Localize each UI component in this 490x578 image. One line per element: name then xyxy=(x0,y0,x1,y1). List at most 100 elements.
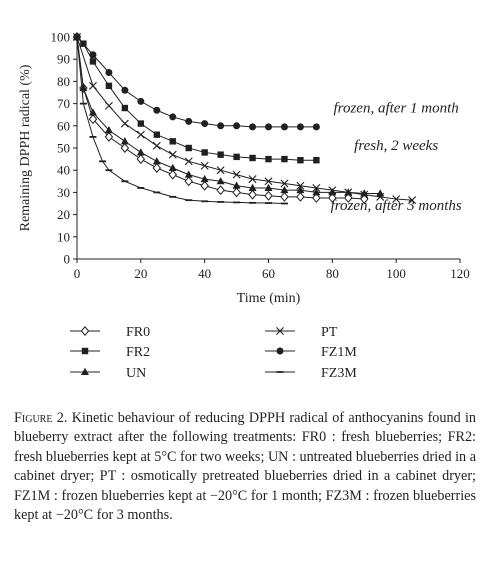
y-tick-label: 40 xyxy=(57,163,70,178)
data-point-un xyxy=(232,181,241,189)
data-point-pt xyxy=(376,192,385,201)
data-point-un xyxy=(104,126,113,134)
annotations: frozen, after 1 month fresh, 2 weeks froze… xyxy=(331,100,462,214)
data-point-fr2 xyxy=(169,138,176,145)
data-point-fz1m xyxy=(153,106,161,114)
legend-marker xyxy=(81,347,89,355)
data-point-un xyxy=(264,183,273,191)
data-point-pt xyxy=(120,119,129,128)
data-point-fr0 xyxy=(88,114,98,125)
legend: FR0 PT FR2 FZ1M UN FZ3M xyxy=(70,325,357,381)
data-point-fr2 xyxy=(105,82,113,90)
data-point-fz1m xyxy=(105,69,113,77)
legend-label: FZ3M xyxy=(321,366,357,381)
data-point-fr0 xyxy=(232,187,241,198)
data-point-un xyxy=(312,188,321,196)
legend-marker xyxy=(276,327,284,335)
y-tick-label: 70 xyxy=(57,96,70,111)
y-tick-label: 90 xyxy=(57,52,70,67)
data-point-fr0 xyxy=(136,154,146,165)
figure-label: Figure 2. xyxy=(14,410,68,426)
data-point-pt xyxy=(184,157,193,166)
data-point-fz1m xyxy=(233,122,241,130)
y-tick-label: 20 xyxy=(57,207,70,222)
data-point-fr2 xyxy=(313,157,320,164)
data-point-fz1m xyxy=(265,123,272,131)
x-tick-label: 60 xyxy=(262,266,275,281)
data-point-un xyxy=(88,108,97,116)
data-point-pt xyxy=(232,170,241,179)
data-point-fr0 xyxy=(120,143,130,153)
y-tick-label: 50 xyxy=(57,141,70,156)
x-tick-label: 20 xyxy=(134,266,147,281)
data-point-un xyxy=(280,185,289,194)
data-point-un xyxy=(296,185,305,194)
data-point-pt xyxy=(392,195,401,204)
annotation-text: fresh, 2 weeks xyxy=(354,138,438,154)
legend-item-fz3m: FZ3M xyxy=(265,366,357,381)
data-point-fr2 xyxy=(249,154,256,162)
data-point-fr0 xyxy=(328,192,337,203)
data-point-fr0 xyxy=(168,169,178,180)
y-tick-label: 0 xyxy=(64,252,71,267)
series-line-fr2 xyxy=(76,36,317,161)
series-line-pt xyxy=(76,36,413,201)
legend-label: FR2 xyxy=(126,345,150,360)
data-point-un xyxy=(136,148,145,156)
data-point-fr2 xyxy=(265,155,272,163)
annotation-text: frozen, after 1 month xyxy=(334,100,459,116)
legend-label: PT xyxy=(321,325,338,340)
data-point-fz1m xyxy=(137,97,145,105)
data-point-pt xyxy=(136,130,145,139)
data-point-pt xyxy=(264,177,273,186)
legend-label: FZ1M xyxy=(321,345,357,360)
data-point-fr0 xyxy=(296,191,305,202)
data-point-fr2 xyxy=(217,151,224,158)
x-tick-label: 120 xyxy=(450,266,470,281)
data-point-fr0 xyxy=(200,180,209,191)
data-point-un xyxy=(376,189,385,197)
y-axis-label: Remaining DPPH radical (%) xyxy=(18,64,33,231)
data-point-un xyxy=(79,83,88,92)
annotation-text: frozen, after 3 months xyxy=(331,198,462,214)
data-point-fr2 xyxy=(201,149,208,156)
legend-marker xyxy=(80,326,90,336)
data-point-fz1m xyxy=(312,123,320,131)
legend-item-fr2: FR2 xyxy=(70,345,150,360)
y-tick-label: 10 xyxy=(57,229,70,244)
legend-marker xyxy=(81,367,89,375)
data-point-fz1m xyxy=(89,51,97,59)
data-point-pt xyxy=(408,196,417,205)
data-point-pt xyxy=(344,188,353,197)
caption-text: Kinetic behaviour of reducing DPPH radic… xyxy=(14,410,477,524)
series-fz3m xyxy=(73,36,288,205)
x-tick-label: 40 xyxy=(198,266,211,281)
series-line-fz3m xyxy=(76,36,285,204)
data-point-fr0 xyxy=(312,192,321,203)
data-point-un xyxy=(120,137,129,145)
data-point-fz1m xyxy=(201,120,209,128)
data-point-pt xyxy=(104,101,113,110)
dpph-kinetics-chart: 0 10 20 30 40 50 60 70 80 90 100 0 20 40 60 80 100 120 Tim… xyxy=(18,30,470,382)
data-point-un xyxy=(152,157,161,165)
data-point-fz1m xyxy=(169,113,177,121)
data-point-fr2 xyxy=(233,153,240,161)
data-point-fr0 xyxy=(184,176,193,187)
data-point-un xyxy=(184,170,193,178)
data-point-fr0 xyxy=(264,190,273,201)
data-point-fr2 xyxy=(153,131,160,138)
x-tick-label: 80 xyxy=(326,266,339,281)
data-point-fz1m xyxy=(249,123,257,131)
data-point-fr2 xyxy=(281,155,288,163)
data-point-pt xyxy=(280,179,289,188)
data-point-un xyxy=(168,163,177,171)
data-point-fr0 xyxy=(104,131,114,142)
data-point-pt xyxy=(152,141,161,150)
y-tick-label: 100 xyxy=(51,30,71,45)
data-point-fr2 xyxy=(297,157,304,164)
legend-item-fz1m: FZ1M xyxy=(265,345,357,360)
series-pt xyxy=(73,33,417,205)
figure-caption: Figure 2. Kinetic behaviour of reducing … xyxy=(14,409,476,525)
data-point-fz1m xyxy=(296,123,304,131)
series-layer xyxy=(72,32,417,205)
